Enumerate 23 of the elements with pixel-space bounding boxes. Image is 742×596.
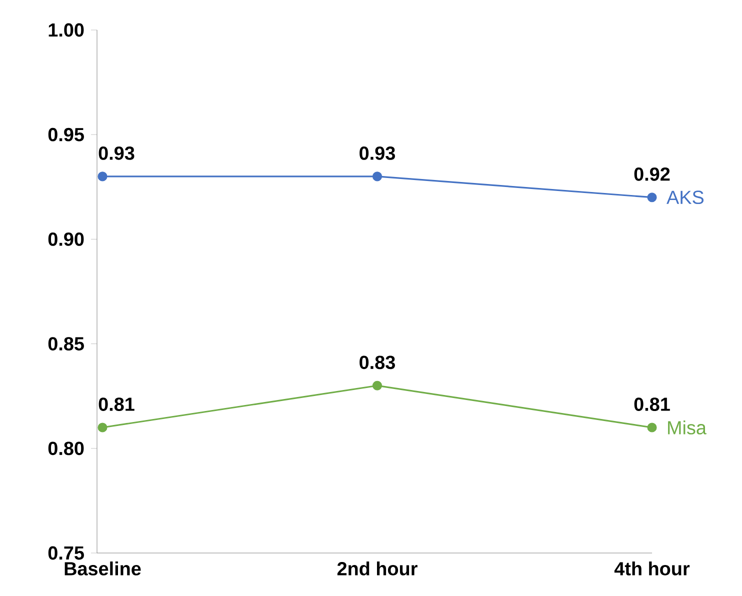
point (98, 422, 108, 432)
y-tick-label: 0.90 (48, 232, 84, 246)
point (647, 192, 657, 202)
y-tick-label: 0.75 (48, 546, 84, 560)
data-label: 0.93 (98, 146, 134, 160)
point (647, 422, 657, 432)
y-tick-label: 0.85 (48, 337, 84, 350)
point (372, 380, 382, 390)
data-label: 0.83 (360, 356, 395, 370)
y-tick-label: 0.80 (48, 442, 84, 456)
y-tick-label: 1.00 (48, 23, 84, 37)
y-tick-label: 0.95 (48, 128, 84, 142)
data-label: 0.81 (98, 398, 134, 411)
x-tick-label: 4th hour (614, 562, 690, 576)
series-label: AKS (666, 190, 704, 204)
data-label: 0.92 (634, 167, 670, 181)
data-label: 0.93 (360, 146, 395, 160)
x-tick-label: 2nd hour (337, 562, 418, 576)
point (98, 172, 108, 182)
series-label: Misa (668, 420, 706, 434)
data-label: 0.81 (634, 398, 670, 411)
x-tick-label: Baseline (64, 562, 141, 576)
point (372, 172, 382, 182)
